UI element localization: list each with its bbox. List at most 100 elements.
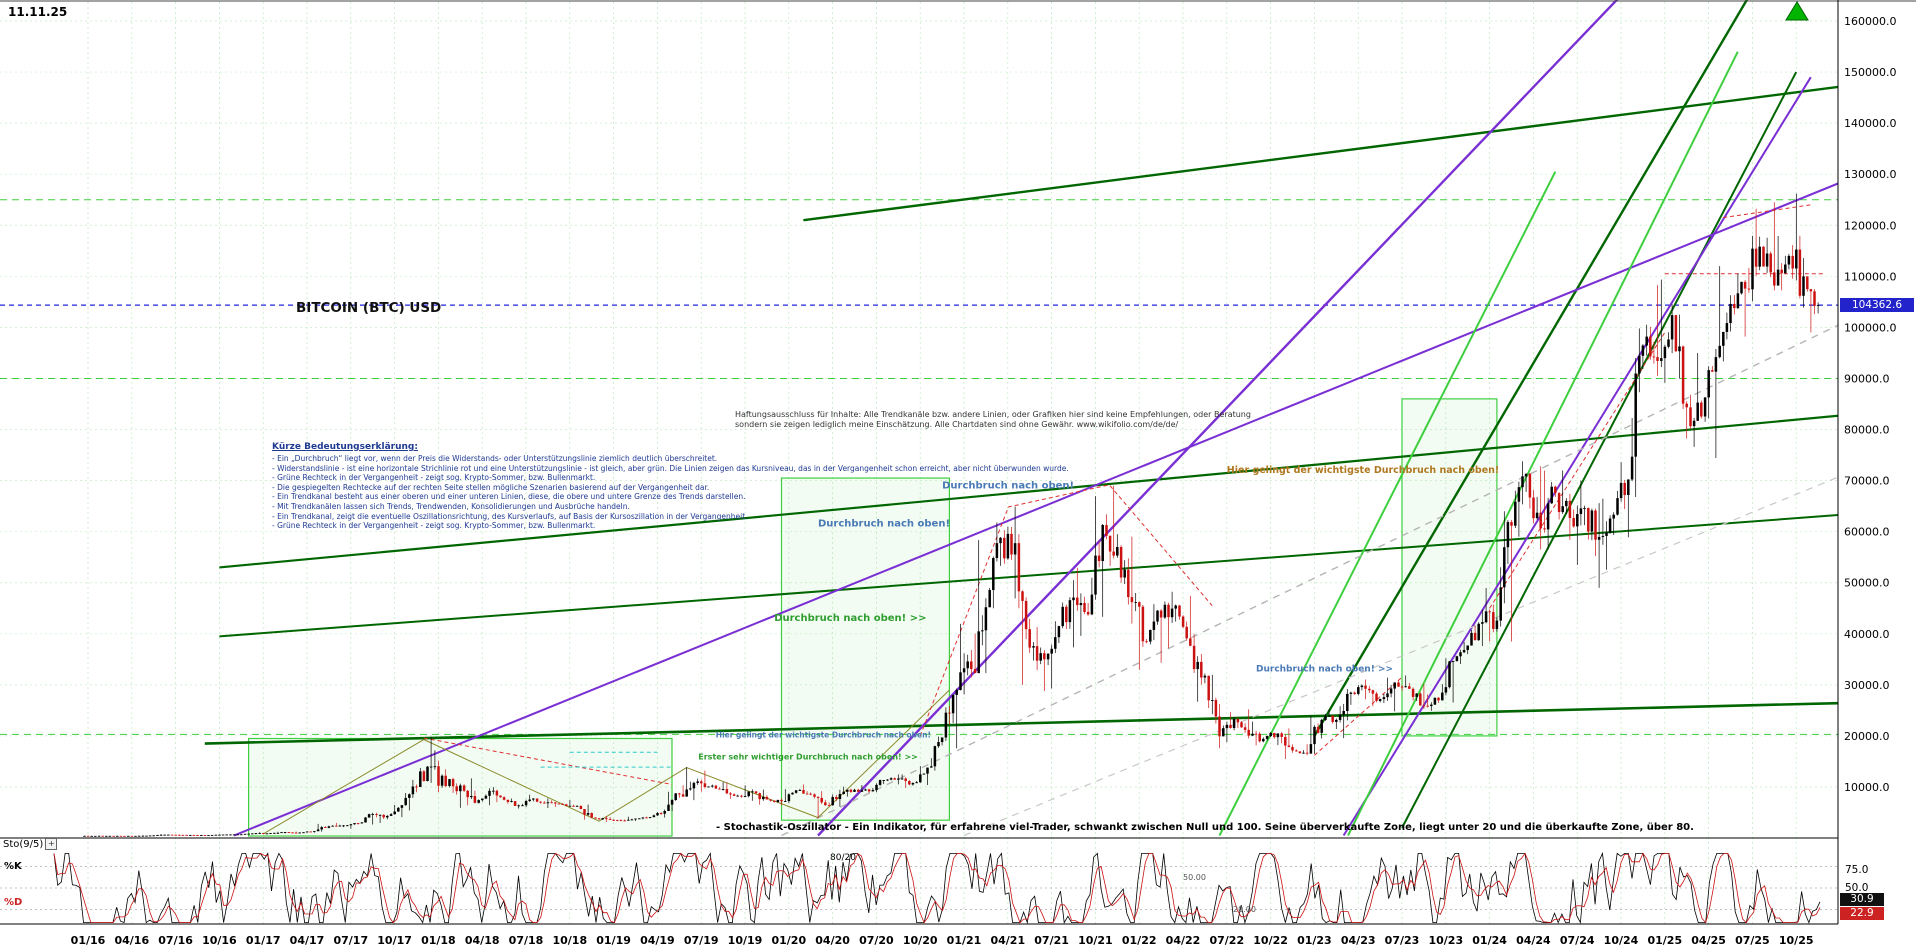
candle-body: [524, 801, 528, 806]
candle-body: [1393, 682, 1396, 689]
price-tick-label: 140000.0: [1844, 117, 1897, 130]
scenario-box: [780, 477, 950, 821]
candle-body: [1499, 587, 1502, 621]
candle-body: [1670, 315, 1674, 340]
legend-item: - Ein „Durchbruch“ liegt vor, wenn der P…: [272, 454, 718, 463]
candle-body: [1524, 473, 1528, 477]
candle-body: [1627, 479, 1630, 495]
candle-body: [232, 834, 236, 836]
stoch-d-line: [53, 852, 1821, 924]
candle-body: [981, 630, 984, 632]
candle-body: [1320, 719, 1323, 733]
trendline: [219, 414, 1838, 569]
candle-body: [736, 795, 739, 797]
candle-body: [1791, 255, 1794, 269]
candle-body: [1681, 346, 1685, 404]
candle-body: [258, 833, 261, 834]
indicator-settings-icon[interactable]: +: [45, 838, 58, 850]
candle-body: [1703, 397, 1707, 417]
candle-body: [167, 834, 170, 836]
candle-body: [732, 794, 736, 796]
candle-body: [262, 833, 265, 834]
candle-body: [992, 558, 995, 591]
candle-body: [1481, 622, 1484, 624]
candle-body: [1232, 719, 1236, 729]
candle-body: [116, 835, 119, 837]
candle-body: [251, 833, 254, 835]
candle-body: [1149, 629, 1152, 642]
legend-block: Kürze Bedeutungserklärung: - Ein „Durchb…: [272, 442, 1069, 531]
up-arrow-icon: [1785, 1, 1809, 21]
candle-body: [1116, 546, 1119, 556]
candle-body: [765, 796, 769, 800]
x-tick-label: 04/22: [1166, 934, 1201, 947]
disclaimer-line2: sondern sie zeigen lediglich meine Einsc…: [735, 419, 1179, 429]
candle-body: [1214, 700, 1218, 717]
candle-body: [641, 817, 645, 819]
candle-body: [517, 805, 520, 807]
candle-body: [1054, 637, 1057, 649]
candle-body: [630, 819, 634, 821]
candle-body: [1707, 370, 1710, 398]
candle-body: [1754, 248, 1758, 267]
candle-body: [1743, 281, 1747, 289]
candle-body: [616, 820, 619, 822]
x-tick-label: 07/20: [859, 934, 894, 947]
stoch-d-label: %D: [4, 897, 23, 908]
candle-body: [1335, 719, 1338, 722]
trendline: [423, 737, 673, 785]
candle-body: [1765, 253, 1769, 267]
price-tick-label: 90000.0: [1844, 372, 1890, 385]
candle-body: [174, 834, 177, 836]
candle-body: [437, 766, 440, 786]
annotation-label: Hier gelingt der wichtigste Durchbruch n…: [716, 730, 931, 739]
x-tick-label: 04/18: [465, 934, 500, 947]
candle-body: [302, 832, 305, 834]
annotation-label: Hier gelingt der wichtigste Durchbruch n…: [1227, 465, 1499, 476]
price-tick-label: 100000.0: [1844, 321, 1897, 334]
candle-body: [1167, 604, 1170, 618]
trendline: [1218, 171, 1557, 836]
price-tick-label: 40000.0: [1844, 628, 1890, 641]
candle-body: [1601, 535, 1605, 537]
candle-body: [627, 819, 630, 821]
candle-body: [1196, 661, 1199, 670]
candle-body: [1269, 732, 1272, 737]
candle-body: [1280, 733, 1283, 737]
candle-body: [397, 807, 400, 812]
disclaimer: Haftungsausschluss für Inhalte: Alle Tre…: [735, 410, 1251, 429]
candle-body: [532, 798, 535, 800]
candle-body: [1013, 543, 1017, 555]
candle-body: [995, 543, 999, 559]
candle-body: [867, 789, 871, 792]
candle-body: [1017, 543, 1021, 592]
candle-body: [320, 827, 323, 830]
candle-body: [1685, 403, 1688, 408]
x-tick-label: 07/23: [1385, 934, 1420, 947]
candle-body: [419, 771, 422, 787]
candle-body: [1492, 612, 1495, 629]
candle-body: [214, 834, 218, 836]
candle-body: [663, 811, 666, 814]
candle-body: [499, 795, 502, 798]
candle-body: [1813, 291, 1816, 306]
candle-body: [1229, 724, 1232, 729]
candle-body: [408, 794, 411, 798]
candle-body: [700, 781, 703, 784]
candle-body: [678, 793, 681, 795]
candle-body: [681, 794, 685, 797]
candle-body: [816, 796, 820, 798]
candle-body: [1021, 591, 1024, 601]
candle-body: [740, 795, 743, 797]
candle-body: [1276, 733, 1280, 738]
candle-body: [984, 607, 988, 631]
candle-body: [575, 805, 579, 807]
candle-body: [1455, 656, 1459, 662]
candle-body: [378, 814, 382, 816]
candle-body: [725, 789, 729, 794]
candle-body: [1543, 528, 1546, 530]
candle-body: [1327, 715, 1331, 717]
candle-body: [1477, 623, 1480, 641]
candle-body: [721, 789, 725, 790]
